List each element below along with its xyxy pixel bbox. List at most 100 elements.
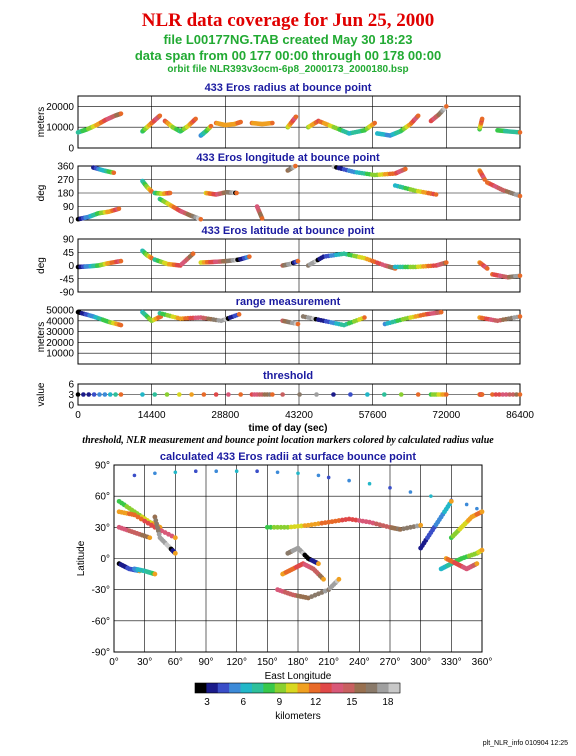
data-point [482, 177, 488, 182]
y-axis-label: deg [36, 257, 47, 274]
x-tick-label: 0 [75, 410, 81, 421]
y-axis-label: value [36, 382, 47, 406]
data-point [81, 392, 86, 397]
data-point [365, 392, 370, 397]
y-axis-label: deg [36, 185, 47, 202]
data-point [517, 314, 523, 319]
data-point [107, 392, 113, 397]
data-point [213, 392, 219, 397]
data-point [132, 473, 137, 478]
orbit-file-info: orbit file NLR393v3ocm-6p8_2000173_20001… [167, 64, 409, 75]
colorbar-swatch [343, 683, 355, 693]
data-point [444, 260, 449, 265]
y-tick-label: 360 [57, 162, 74, 173]
x-tick-label: 0° [109, 657, 119, 668]
data-point [255, 469, 259, 474]
panel-title: range measurement [236, 296, 341, 308]
data-point [234, 469, 239, 474]
data-point [408, 490, 413, 494]
data-point [438, 309, 444, 315]
data-point [474, 561, 480, 567]
data-point [259, 216, 265, 221]
y-tick-label: 0 [68, 401, 74, 412]
data-point [403, 166, 408, 172]
x-tick-label: 150° [257, 657, 278, 668]
x-tick-label: 210° [318, 657, 339, 668]
y-tick-label: 40000 [46, 316, 74, 327]
data-point [479, 392, 485, 397]
data-point [153, 471, 157, 476]
panel-title: threshold [263, 370, 313, 382]
data-point [208, 123, 214, 129]
data-point [415, 392, 421, 397]
data-point [118, 322, 124, 328]
data-point [372, 120, 378, 126]
data-point [517, 273, 523, 279]
colorbar-tick-label: 6 [240, 697, 246, 708]
colorbar-tick-label: 15 [346, 697, 358, 708]
data-point [157, 113, 163, 119]
data-point [280, 392, 285, 397]
data-point [326, 475, 331, 480]
data-point [270, 392, 275, 397]
data-point [293, 163, 298, 169]
data-point [444, 104, 449, 109]
data-point [214, 469, 219, 474]
y-tick-label: -90 [60, 288, 75, 299]
data-point [234, 190, 239, 196]
y-tick-label: -30° [92, 585, 110, 596]
data-point [429, 494, 433, 498]
data-point [278, 524, 284, 530]
y-tick-label: 0° [100, 554, 110, 565]
data-point [281, 524, 287, 530]
data-point [226, 392, 231, 397]
y-tick-label: 30° [95, 523, 110, 534]
data-point [116, 206, 122, 212]
data-point [152, 392, 158, 397]
data-point [113, 392, 118, 397]
data-point [247, 254, 252, 259]
data-point [193, 116, 198, 122]
data-point [464, 502, 469, 507]
x-axis-label: East Longitude [265, 671, 332, 682]
data-point [321, 576, 326, 582]
colorbar-swatch [263, 683, 276, 693]
y-tick-label: 90° [95, 461, 110, 472]
data-point [91, 392, 97, 397]
colorbar-swatch [286, 683, 298, 693]
colorbar-swatch [217, 683, 230, 693]
data-point [388, 486, 392, 490]
x-tick-label: 72000 [432, 410, 460, 421]
data-point [236, 312, 242, 317]
data-point [295, 258, 301, 264]
y-tick-label: -45 [60, 274, 75, 285]
data-point [198, 216, 204, 222]
data-point [118, 392, 124, 397]
figure-caption: threshold, NLR measurement and bounce po… [82, 435, 494, 446]
data-point [173, 470, 178, 475]
panel-title: 433 Eros latitude at bounce point [202, 225, 375, 237]
data-point [238, 392, 243, 397]
data-point [514, 392, 519, 397]
y-tick-label: 30000 [46, 327, 74, 338]
colorbar-swatch [365, 683, 378, 693]
data-point [484, 266, 490, 271]
data-point [167, 190, 173, 196]
data-point [493, 392, 499, 397]
y-tick-label: 50000 [46, 306, 74, 317]
data-span-info: data span from 00 177 00:00 through 00 1… [134, 48, 442, 63]
data-point [433, 192, 439, 197]
data-point [479, 509, 485, 515]
x-tick-label: 120° [226, 657, 247, 668]
colorbar-swatch [388, 683, 401, 693]
y-tick-label: 10000 [46, 123, 74, 134]
y-axis-label: meters [36, 107, 47, 138]
data-point [97, 392, 102, 397]
data-point [517, 130, 523, 135]
y-tick-label: 180 [57, 189, 74, 200]
data-point [176, 392, 182, 397]
data-point [102, 392, 108, 397]
data-point [86, 392, 92, 397]
data-point [118, 258, 124, 264]
y-tick-label: 6 [68, 380, 74, 391]
